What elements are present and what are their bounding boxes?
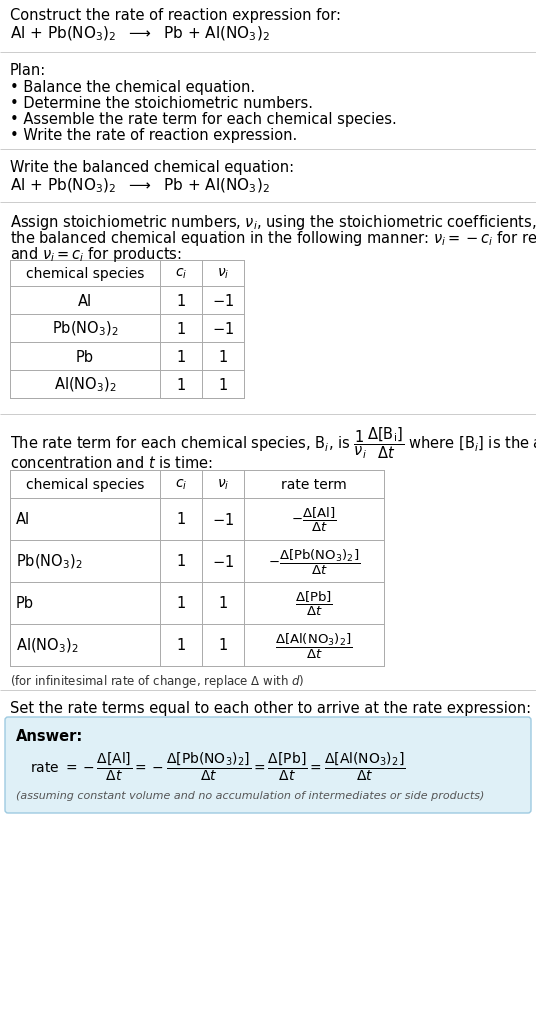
Text: Pb: Pb (16, 596, 34, 611)
Text: 1: 1 (176, 293, 185, 308)
Text: chemical species: chemical species (26, 478, 144, 491)
Text: $\nu_i$: $\nu_i$ (217, 267, 229, 281)
Text: • Assemble the rate term for each chemical species.: • Assemble the rate term for each chemic… (10, 112, 397, 127)
Text: Al: Al (16, 512, 30, 527)
Text: Construct the rate of reaction expression for:: Construct the rate of reaction expressio… (10, 8, 341, 23)
Text: Set the rate terms equal to each other to arrive at the rate expression:: Set the rate terms equal to each other t… (10, 700, 531, 715)
Text: Al + Pb(NO$_3$)$_2$  $\longrightarrow$  Pb + Al(NO$_3$)$_2$: Al + Pb(NO$_3$)$_2$ $\longrightarrow$ Pb… (10, 177, 270, 196)
Text: 1: 1 (218, 377, 228, 392)
Text: chemical species: chemical species (26, 267, 144, 280)
Text: (assuming constant volume and no accumulation of intermediates or side products): (assuming constant volume and no accumul… (16, 790, 485, 800)
Text: and $\nu_i = c_i$ for products:: and $\nu_i = c_i$ for products: (10, 245, 182, 264)
Text: Pb: Pb (76, 350, 94, 364)
Text: 1: 1 (176, 377, 185, 392)
Text: 1: 1 (218, 638, 228, 653)
Text: $-\dfrac{\Delta[\mathrm{Al}]}{\Delta t}$: $-\dfrac{\Delta[\mathrm{Al}]}{\Delta t}$ (292, 505, 337, 534)
Text: Al: Al (78, 293, 92, 308)
Text: $\dfrac{\Delta[\mathrm{Pb}]}{\Delta t}$: $\dfrac{\Delta[\mathrm{Pb}]}{\Delta t}$ (295, 589, 333, 618)
Text: the balanced chemical equation in the following manner: $\nu_i = -c_i$ for react: the balanced chemical equation in the fo… (10, 229, 536, 248)
Text: concentration and $t$ is time:: concentration and $t$ is time: (10, 454, 213, 471)
Text: 1: 1 (176, 512, 185, 527)
Text: 1: 1 (176, 638, 185, 653)
Text: Pb(NO$_3$)$_2$: Pb(NO$_3$)$_2$ (51, 320, 118, 338)
Text: 1: 1 (218, 596, 228, 611)
Text: Plan:: Plan: (10, 63, 46, 77)
Text: 1: 1 (176, 596, 185, 611)
Text: $-1$: $-1$ (212, 292, 234, 309)
Text: Al(NO$_3$)$_2$: Al(NO$_3$)$_2$ (16, 636, 79, 654)
Text: 1: 1 (218, 350, 228, 364)
Text: Pb(NO$_3$)$_2$: Pb(NO$_3$)$_2$ (16, 552, 83, 571)
Text: $-\dfrac{\Delta[\mathrm{Pb(NO_3)_2}]}{\Delta t}$: $-\dfrac{\Delta[\mathrm{Pb(NO_3)_2}]}{\D… (268, 547, 360, 576)
Text: • Determine the stoichiometric numbers.: • Determine the stoichiometric numbers. (10, 96, 313, 111)
Text: 1: 1 (176, 554, 185, 569)
Text: • Balance the chemical equation.: • Balance the chemical equation. (10, 79, 255, 95)
Text: $c_i$: $c_i$ (175, 267, 187, 281)
FancyBboxPatch shape (5, 717, 531, 813)
Text: • Write the rate of reaction expression.: • Write the rate of reaction expression. (10, 127, 297, 143)
Text: $c_i$: $c_i$ (175, 477, 187, 492)
Text: Al(NO$_3$)$_2$: Al(NO$_3$)$_2$ (54, 375, 116, 393)
Text: rate term: rate term (281, 478, 347, 491)
Text: Al + Pb(NO$_3$)$_2$  $\longrightarrow$  Pb + Al(NO$_3$)$_2$: Al + Pb(NO$_3$)$_2$ $\longrightarrow$ Pb… (10, 25, 270, 44)
Text: 1: 1 (176, 350, 185, 364)
Text: rate $= -\dfrac{\Delta[\mathrm{Al}]}{\Delta t} = -\dfrac{\Delta[\mathrm{Pb(NO_3): rate $= -\dfrac{\Delta[\mathrm{Al}]}{\De… (30, 750, 405, 783)
Text: The rate term for each chemical species, B$_i$, is $\dfrac{1}{\nu_i}\dfrac{\Delt: The rate term for each chemical species,… (10, 425, 536, 461)
Text: Answer:: Answer: (16, 729, 83, 743)
Text: $-1$: $-1$ (212, 553, 234, 570)
Text: $\dfrac{\Delta[\mathrm{Al(NO_3)_2}]}{\Delta t}$: $\dfrac{\Delta[\mathrm{Al(NO_3)_2}]}{\De… (275, 631, 353, 660)
Text: Assign stoichiometric numbers, $\nu_i$, using the stoichiometric coefficients, $: Assign stoichiometric numbers, $\nu_i$, … (10, 213, 536, 231)
Text: $-1$: $-1$ (212, 321, 234, 336)
Text: (for infinitesimal rate of change, replace $\Delta$ with $d$): (for infinitesimal rate of change, repla… (10, 673, 304, 689)
Text: $\nu_i$: $\nu_i$ (217, 477, 229, 492)
Text: 1: 1 (176, 321, 185, 336)
Text: $-1$: $-1$ (212, 512, 234, 528)
Text: Write the balanced chemical equation:: Write the balanced chemical equation: (10, 160, 294, 175)
